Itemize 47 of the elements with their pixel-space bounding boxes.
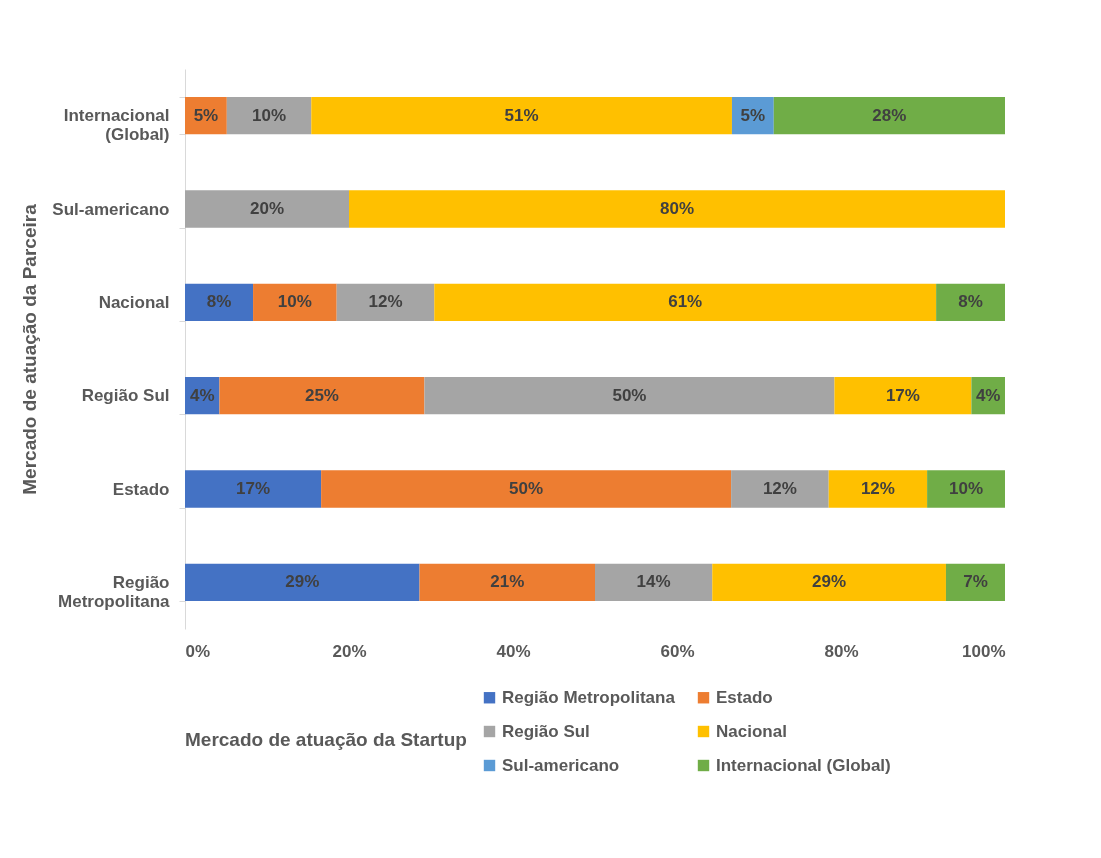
x-tick-label: 100% [962,641,1006,661]
data-label: 10% [949,479,984,498]
data-label: 10% [252,105,287,125]
data-label: 80% [659,199,695,218]
data-label: 4% [189,385,215,405]
data-label: 12% [368,292,403,312]
data-label: 21% [490,572,525,592]
data-label: 10% [277,292,312,312]
legend-label: Internacional (Global) [716,755,891,775]
data-label: 61% [668,292,703,312]
data-label: 5% [193,105,219,125]
data-label: 7% [963,572,988,592]
y-tick-label: Internacional (Global) [63,106,170,145]
x-tick-label: 40% [496,641,531,661]
data-label: 28% [872,105,907,125]
data-label: 25% [304,385,339,405]
y-tick-label: Nacional [98,292,170,312]
data-label: 8% [958,292,983,312]
data-label: 20% [249,199,285,218]
legend-label: Nacional [716,721,787,741]
data-label: 50% [612,385,647,405]
data-label: 14% [636,572,671,592]
y-tick-label: Estado [112,479,170,499]
data-label: 17% [236,479,271,498]
y-axis-title: Mercado de atuação da Parceira [19,203,41,495]
legend-label: Região Metropolitana [502,687,676,707]
data-label: 29% [812,572,847,592]
x-tick-label: 0% [185,641,211,661]
data-label: 4% [975,385,1001,405]
data-label: 51% [504,105,539,125]
x-tick-label: 20% [332,641,367,661]
data-label: 17% [885,385,920,405]
data-label: 12% [762,479,797,498]
legend-label: Sul-americano [502,755,620,775]
y-tick-label: Região Metropolitana [58,572,171,611]
data-label: 5% [740,105,766,125]
data-label: 50% [509,479,544,498]
x-tick-label: 60% [660,641,695,661]
legend-label: Região Sul [502,721,590,741]
data-label: 29% [285,572,320,592]
legend-label: Estado [716,687,773,707]
y-tick-label: Região Sul [81,386,170,406]
data-label: 8% [206,292,232,312]
legend-title: Mercado de atuação da Startup [185,729,467,750]
data-label: 12% [860,479,895,498]
x-tick-label: 80% [824,641,859,661]
y-tick-label: Sul-americano [52,199,170,219]
